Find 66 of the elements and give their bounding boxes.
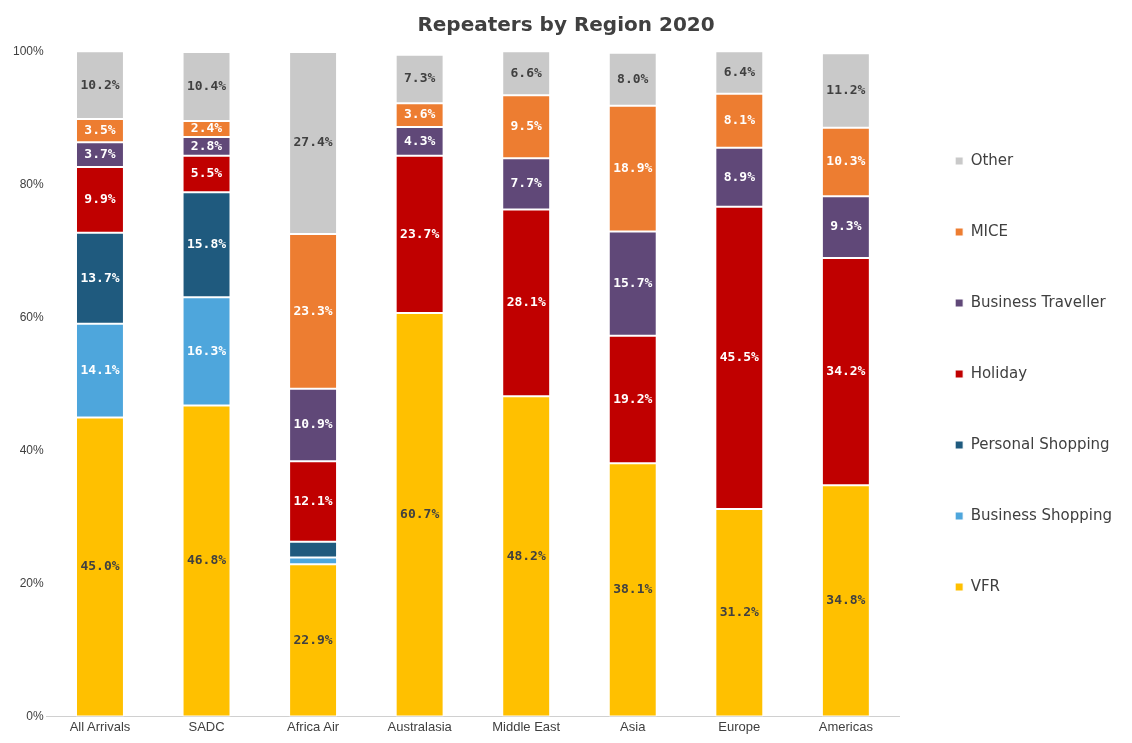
data-label: 34.8% xyxy=(826,592,866,608)
data-label: 8.9% xyxy=(723,168,756,184)
data-label: 15.7% xyxy=(613,274,653,290)
legend-label: VFR xyxy=(970,576,1000,595)
data-label: 34.2% xyxy=(826,362,866,378)
y-tick-label: 60% xyxy=(19,310,45,325)
data-label: 60.7% xyxy=(400,506,440,522)
data-label: 3.5% xyxy=(84,122,116,138)
data-label: 19.2% xyxy=(613,390,653,406)
data-label: 15.8% xyxy=(186,236,227,252)
data-label: 23.3% xyxy=(293,302,333,318)
y-tick-label: 20% xyxy=(19,575,45,590)
data-label: 28.1% xyxy=(506,294,546,310)
x-tick-label: Middle East xyxy=(492,718,561,734)
data-label: 2.4% xyxy=(190,120,223,136)
data-label: 22.9% xyxy=(293,631,333,647)
y-tick-label: 0% xyxy=(26,708,45,723)
y-tick-label: 100% xyxy=(12,44,45,59)
x-tick-label: Europe xyxy=(718,718,761,734)
x-tick-label: SADC xyxy=(188,718,225,734)
data-label: 11.2% xyxy=(826,81,866,97)
data-label: 31.2% xyxy=(719,604,760,620)
data-label: 8.1% xyxy=(723,112,756,128)
data-label: 9.3% xyxy=(830,218,862,234)
data-label: 45.5% xyxy=(719,349,760,365)
data-label: 16.3% xyxy=(186,342,227,358)
legend-label: Business Shopping xyxy=(970,505,1112,524)
data-label: 46.8% xyxy=(186,552,227,568)
data-label: 45.0% xyxy=(80,558,120,574)
data-label: 14.1% xyxy=(80,361,120,377)
data-label: 27.4% xyxy=(293,134,333,150)
x-tick-label: Australasia xyxy=(387,718,453,734)
data-label: 8.0% xyxy=(617,70,649,86)
data-label: 18.9% xyxy=(613,159,653,175)
data-label: 7.3% xyxy=(403,70,436,86)
legend-label: Holiday xyxy=(970,363,1028,382)
data-label: 9.5% xyxy=(510,118,543,134)
data-label: 10.3% xyxy=(826,153,866,169)
data-label: 7.7% xyxy=(510,175,543,191)
data-label: 6.6% xyxy=(510,64,543,80)
data-label: 12.1% xyxy=(293,492,333,508)
data-label: 3.7% xyxy=(84,146,116,162)
x-tick-label: All Arrivals xyxy=(69,718,131,734)
x-tick-label: Americas xyxy=(818,718,874,734)
x-tick-label: Africa Air xyxy=(287,718,340,734)
legend-label: Other xyxy=(970,150,1015,169)
chart-title: Repeaters by Region 2020 xyxy=(417,12,715,37)
data-label: 5.5% xyxy=(190,165,223,181)
data-label: 48.2% xyxy=(506,547,546,563)
legend-label: MICE xyxy=(970,221,1008,240)
data-label: 23.7% xyxy=(400,225,440,241)
data-label: 2.8% xyxy=(190,137,223,153)
data-label: 9.9% xyxy=(84,191,116,207)
legend-label: Personal Shopping xyxy=(970,434,1110,453)
data-label: 4.3% xyxy=(403,132,436,148)
data-label: 3.6% xyxy=(403,106,436,122)
data-label: 10.9% xyxy=(293,416,333,432)
y-tick-label: 40% xyxy=(19,442,45,457)
data-label: 6.4% xyxy=(723,63,756,79)
data-label: 13.7% xyxy=(80,269,120,285)
y-tick-label: 80% xyxy=(19,177,45,192)
data-label: 10.2% xyxy=(80,76,120,92)
data-label: 10.4% xyxy=(186,77,227,93)
x-tick-label: Asia xyxy=(620,718,647,734)
data-label: 38.1% xyxy=(613,581,653,597)
legend-label: Business Traveller xyxy=(970,292,1107,311)
